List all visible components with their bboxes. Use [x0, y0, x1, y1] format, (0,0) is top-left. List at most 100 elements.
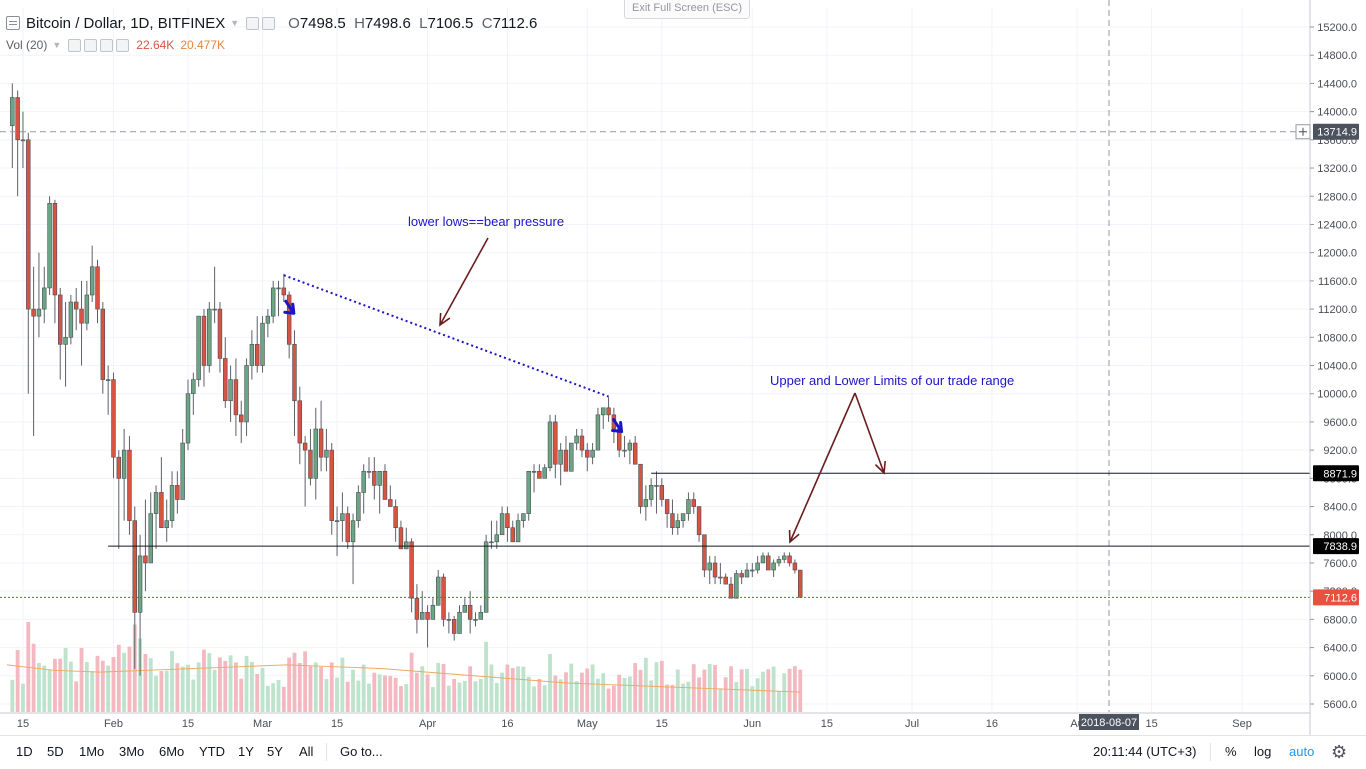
candle-body: [164, 520, 169, 528]
volume-bar: [308, 666, 313, 712]
volume-bar: [675, 669, 680, 712]
volume-bar: [564, 672, 568, 712]
candle-body: [686, 499, 691, 514]
volume-bar: [446, 685, 451, 712]
range-button-6mo[interactable]: 6Mo: [159, 744, 185, 759]
candle-body: [388, 499, 393, 507]
volume-bar: [665, 684, 670, 712]
volume-bar: [750, 686, 755, 712]
candle-body: [153, 492, 159, 514]
volume-bar: [313, 662, 318, 712]
annotation-trade-range: Upper and Lower Limits of our trade rang…: [770, 373, 1014, 388]
candle-body: [760, 555, 766, 564]
range-button-1d[interactable]: 1D: [16, 744, 33, 759]
y-tick-label: 12000.0: [1317, 248, 1357, 260]
close-icon[interactable]: [116, 38, 130, 52]
volume-bar: [686, 681, 691, 712]
volume-bar: [356, 680, 361, 712]
exit-fullscreen-button[interactable]: Exit Full Screen (ESC): [624, 0, 750, 19]
add-icon[interactable]: [100, 38, 114, 52]
volume-bar: [404, 684, 409, 712]
volume-bar: [558, 679, 563, 712]
auto-toggle[interactable]: auto: [1289, 744, 1315, 759]
candle-body: [260, 322, 265, 366]
volume-bar: [494, 683, 499, 712]
candle-body: [36, 308, 42, 317]
percent-toggle[interactable]: %: [1225, 744, 1237, 759]
volume-bar: [452, 678, 457, 712]
arrow-to-upper-limit: [854, 392, 887, 475]
candle-body: [270, 287, 276, 317]
volume-label[interactable]: Vol (20): [6, 38, 48, 52]
range-button-5y[interactable]: 5Y: [267, 744, 283, 759]
candle-body: [47, 203, 52, 289]
candle-body: [265, 315, 271, 324]
volume-bar: [425, 674, 430, 712]
volume-bar: [718, 688, 723, 712]
eye-icon[interactable]: [68, 38, 82, 52]
candle-body: [728, 583, 734, 599]
candle-body: [723, 576, 728, 585]
volume-bar: [532, 686, 536, 712]
clock[interactable]: 20:11:44 (UTC+3): [1093, 744, 1197, 759]
candle-body: [292, 344, 297, 402]
y-tick-label: 13200.0: [1317, 163, 1357, 175]
range-button-1y[interactable]: 1Y: [238, 744, 254, 759]
volume-bar: [430, 687, 435, 712]
candle-body: [239, 414, 244, 423]
volume-bar: [622, 677, 627, 712]
range-button-3mo[interactable]: 3Mo: [119, 744, 145, 759]
close-value: 7112.6: [492, 14, 538, 32]
candle-body: [73, 301, 79, 310]
candle-body: [446, 619, 452, 621]
range-button-all[interactable]: All: [299, 744, 314, 759]
arrow-shaft: [439, 237, 489, 326]
chevron-down-icon[interactable]: ▼: [52, 40, 62, 50]
candle-body: [744, 569, 750, 578]
settings-icon[interactable]: [84, 38, 98, 52]
candle-body: [574, 435, 579, 444]
candle-body: [526, 470, 531, 514]
volume-bar: [415, 672, 419, 712]
chevron-down-icon[interactable]: ▼: [230, 18, 240, 28]
volume-bar: [372, 672, 377, 712]
symbol-title[interactable]: Bitcoin / Dollar, 1D, BITFINEX: [26, 14, 226, 32]
menu-icon[interactable]: [6, 16, 20, 30]
volume-bar: [281, 686, 286, 712]
gear-icon[interactable]: ⚙: [1331, 742, 1348, 762]
volume-bar: [218, 657, 222, 712]
hide-icon[interactable]: [262, 16, 276, 30]
y-tick-label: 12400.0: [1317, 219, 1357, 231]
y-tick-label: 9600.0: [1323, 417, 1357, 429]
volume-bar: [542, 685, 547, 712]
volume-bar: [611, 685, 616, 712]
volume-bar: [148, 658, 153, 712]
candle-body: [31, 308, 36, 317]
crosshair-date-label: 2018-08-07: [1078, 714, 1139, 730]
candle-body: [441, 576, 446, 620]
y-tick-label: 15200.0: [1317, 22, 1357, 34]
settings-icon[interactable]: [246, 16, 260, 30]
candle-body: [558, 449, 563, 465]
volume-bar: [79, 648, 84, 712]
volume-bar: [383, 675, 387, 712]
candle-body: [510, 527, 515, 543]
volume-bar: [574, 681, 579, 712]
range-button-1mo[interactable]: 1Mo: [79, 744, 105, 759]
volume-bar: [649, 680, 654, 712]
candle-body: [420, 612, 425, 620]
candle-body: [404, 541, 409, 550]
grid: [0, 8, 1310, 712]
volume-bar: [271, 683, 276, 712]
range-button-ytd[interactable]: YTD: [199, 744, 225, 759]
log-toggle[interactable]: log: [1254, 744, 1272, 759]
range-button-5d[interactable]: 5D: [47, 744, 64, 759]
volume-bar: [782, 673, 787, 712]
goto-button[interactable]: Go to...: [340, 744, 383, 759]
candle-body: [276, 287, 281, 290]
price-label-text: 7838.9: [1323, 541, 1357, 553]
price-label-bg: [1313, 465, 1359, 482]
volume-bar: [37, 663, 41, 712]
y-tick-label: 14000.0: [1317, 107, 1357, 119]
